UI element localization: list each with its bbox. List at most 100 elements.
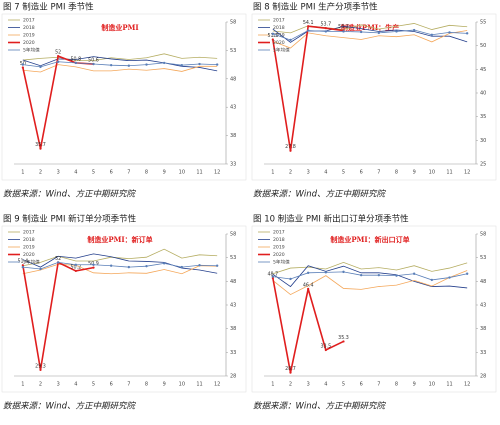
figure-caption: 图 7 制造业 PMI 季节性 [3, 2, 94, 13]
series-line [22, 253, 218, 274]
chart-frame [1, 225, 247, 393]
point-marker [307, 25, 310, 28]
series-line [272, 261, 468, 275]
y-tick-label: 33 [230, 350, 236, 356]
point-marker [271, 275, 275, 278]
y-tick-label: 48 [480, 279, 486, 285]
point-marker [57, 54, 60, 58]
point-marker [395, 30, 398, 33]
y-tick-label: 25 [480, 162, 486, 168]
point-marker [306, 29, 310, 32]
y-tick-label: 53 [480, 255, 486, 261]
legend-label: 2019 [23, 33, 35, 39]
x-tick-label: 1 [21, 382, 24, 388]
point-marker [289, 38, 292, 42]
series-line [272, 25, 468, 43]
data-label: 35.7 [35, 142, 46, 148]
x-tick-label: 3 [307, 382, 310, 388]
y-tick-label: 48 [230, 76, 236, 82]
point-marker [162, 262, 166, 265]
point-marker [430, 33, 434, 36]
y-tick-label: 45 [480, 67, 486, 73]
x-tick-label: 4 [324, 382, 327, 388]
point-marker [448, 276, 451, 279]
y-tick-label: 33 [230, 162, 236, 168]
y-tick-label: 50 [480, 43, 486, 49]
x-tick-label: 11 [196, 382, 202, 388]
x-tick-label: 3 [307, 170, 310, 176]
legend-label: 2020 [23, 40, 35, 46]
x-tick-label: 12 [214, 170, 220, 176]
chart-frame [251, 13, 497, 181]
figure-caption: 图 10 制造业 PMI 新出口订单分项季节性 [253, 214, 409, 225]
figure-caption: 图 9 制造业 PMI 新订单分项季节性 [3, 214, 137, 225]
series-line [22, 54, 94, 149]
figure-caption: 图 8 制造业 PMI 生产分项季节性 [253, 2, 378, 13]
x-tick-label: 1 [21, 170, 24, 176]
series-line [272, 271, 468, 281]
legend-label: 2018 [23, 237, 35, 243]
series-line [22, 53, 218, 62]
point-marker [39, 267, 42, 271]
x-tick-label: 5 [342, 170, 345, 176]
point-marker [145, 264, 148, 268]
chart-title: 制造业PMI：新订单 [87, 235, 152, 244]
legend-label: 2019 [273, 33, 285, 39]
x-tick-label: 3 [57, 170, 60, 176]
point-marker [377, 31, 381, 35]
x-tick-label: 12 [214, 382, 220, 388]
legend-label: 2018 [23, 25, 35, 31]
x-tick-label: 12 [464, 170, 470, 176]
x-tick-label: 8 [145, 382, 148, 388]
point-marker [162, 61, 166, 65]
point-marker [127, 265, 131, 269]
y-tick-label: 48 [230, 279, 236, 285]
series-line [272, 265, 468, 289]
x-tick-label: 6 [110, 170, 113, 176]
x-tick-label: 6 [360, 382, 363, 388]
point-marker [289, 149, 292, 152]
y-tick-label: 28 [230, 374, 236, 380]
point-marker [56, 60, 60, 63]
point-marker [198, 62, 201, 66]
point-marker [21, 264, 24, 267]
data-label: 52 [55, 50, 61, 56]
series-line [22, 248, 218, 267]
data-label: 35.3 [338, 335, 349, 341]
data-label: 50.2 [70, 264, 81, 270]
x-tick-label: 6 [110, 382, 113, 388]
x-tick-label: 9 [163, 382, 166, 388]
x-tick-label: 7 [127, 170, 130, 176]
point-marker [215, 264, 219, 267]
point-marker [271, 38, 274, 41]
point-marker [74, 269, 77, 273]
data-label: 53.7 [320, 22, 331, 28]
x-tick-label: 8 [395, 382, 398, 388]
point-marker [180, 265, 184, 269]
legend-label: 5年均值 [23, 47, 40, 54]
y-tick-label: 43 [230, 303, 236, 309]
point-marker [39, 368, 42, 371]
legend-label: 2020 [273, 252, 285, 258]
series-line [272, 270, 468, 296]
legend-label: 2017 [273, 230, 285, 236]
series-line [22, 261, 218, 270]
x-tick-label: 2 [39, 382, 42, 388]
x-tick-label: 9 [163, 170, 166, 176]
point-marker [92, 263, 95, 266]
y-tick-label: 30 [480, 138, 486, 144]
point-marker [324, 271, 328, 274]
point-marker [74, 61, 78, 65]
x-tick-label: 11 [196, 170, 202, 176]
source-note: 数据来源：Wind、方正中期研究院 [253, 189, 387, 200]
data-label: 52 [55, 256, 61, 262]
point-marker [359, 30, 363, 34]
point-marker [92, 62, 95, 66]
series-line [22, 261, 94, 370]
chart-title: 制造业PMI：新出口订单 [330, 235, 409, 244]
point-marker [342, 340, 345, 343]
data-label: 33.5 [320, 343, 331, 349]
x-tick-label: 2 [39, 170, 42, 176]
x-tick-label: 10 [179, 170, 185, 176]
